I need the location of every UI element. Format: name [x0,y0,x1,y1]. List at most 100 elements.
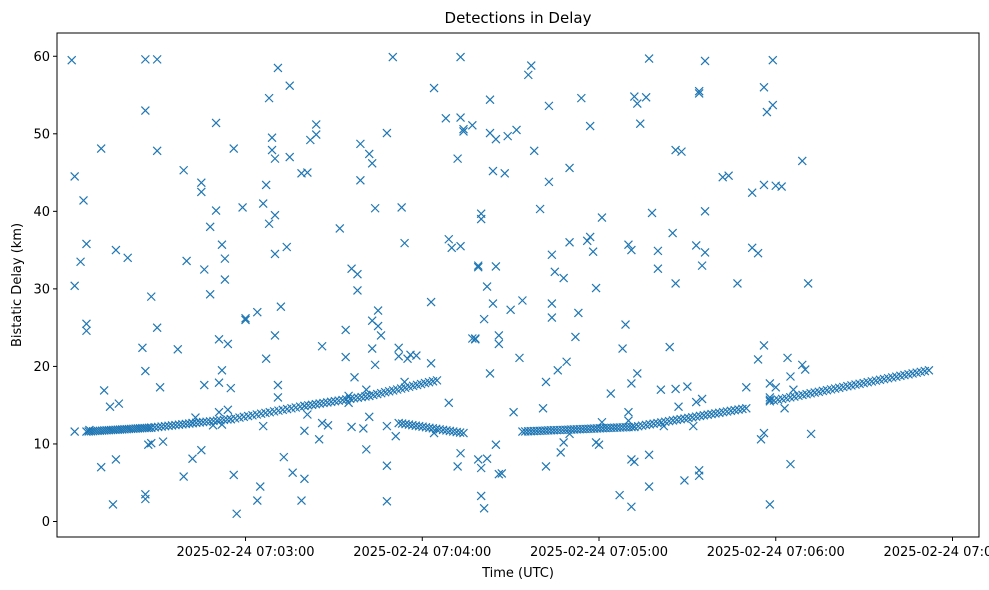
data-point [491,261,501,271]
data-point [635,119,645,129]
data-point [544,101,554,111]
data-point [96,144,106,153]
data-point [217,365,227,375]
data-point [653,246,663,256]
data-point [364,412,374,422]
data-point [453,154,463,164]
data-point [211,118,221,128]
data-point [467,120,477,130]
data-point [426,358,436,368]
data-point [680,475,689,485]
data-point [700,248,710,257]
data-point [191,413,200,423]
data-point [591,283,601,293]
data-point [697,394,707,404]
data-point [488,166,498,176]
data-markers [67,52,934,519]
data-point [353,269,362,279]
data-point [252,307,262,317]
data-point [671,145,681,155]
data-point [214,334,224,344]
data-point [82,326,91,336]
data-point [199,380,209,390]
data-point [79,196,88,205]
data-point [273,393,283,402]
data-point [403,354,412,364]
data-point [357,392,367,402]
data-point [444,234,454,244]
data-point [261,180,271,190]
data-point [624,416,633,426]
data-point [341,325,351,335]
data-point [506,305,516,315]
data-point [302,410,312,419]
data-point [373,321,383,331]
data-point [694,471,704,481]
data-point [355,139,365,149]
x-axis-label: Time (UTC) [481,566,554,581]
data-point [196,178,206,188]
data-point [264,93,274,103]
data-point [179,472,189,481]
data-point [647,208,657,218]
data-point [334,396,344,406]
data-point [632,99,642,108]
data-point [618,344,627,354]
data-point [765,379,775,388]
data-point [547,313,557,322]
x-tick-label: 2025-02-24 07:03:00 [176,545,314,560]
data-point [426,297,436,307]
data-point [226,383,236,393]
data-point [330,396,340,406]
data-point [459,124,468,134]
chart-title: Detections in Delay [445,9,592,27]
data-point [624,407,633,417]
data-point [270,249,280,259]
data-point [311,120,321,129]
data-point [367,344,377,354]
data-point [562,357,572,367]
data-point [494,339,504,349]
data-point [341,352,351,362]
y-tick-label: 20 [33,360,50,375]
data-point [138,343,147,353]
data-point [473,455,483,464]
data-point [347,422,356,432]
data-point [217,420,227,429]
data-point [229,144,239,153]
data-point [777,182,787,191]
data-point [382,496,392,506]
data-point [694,89,704,98]
y-tick-label: 50 [33,127,50,142]
data-point [556,448,566,457]
data-point [105,402,115,412]
data-point [456,448,465,458]
data-point [388,52,398,62]
data-point [364,149,374,159]
data-point [780,403,790,413]
data-point [621,320,630,329]
data-point [476,491,486,501]
data-point [208,420,218,430]
data-point [70,427,80,436]
data-point [82,239,91,249]
data-point [152,54,162,64]
data-point [641,92,651,102]
data-point [444,398,454,408]
data-point [741,403,751,413]
data-point [576,93,586,103]
data-point [350,372,359,382]
data-point [370,203,380,213]
data-point [182,256,192,266]
y-axis-ticks: 0 10 20 30 40 50 60 [33,50,57,530]
data-point [361,444,371,454]
data-point [753,248,763,258]
data-point [547,250,557,260]
data-point [319,398,328,408]
data-point [300,426,309,436]
data-point [509,407,519,417]
data-point [307,400,317,410]
data-point [694,86,704,96]
data-point [99,386,109,395]
